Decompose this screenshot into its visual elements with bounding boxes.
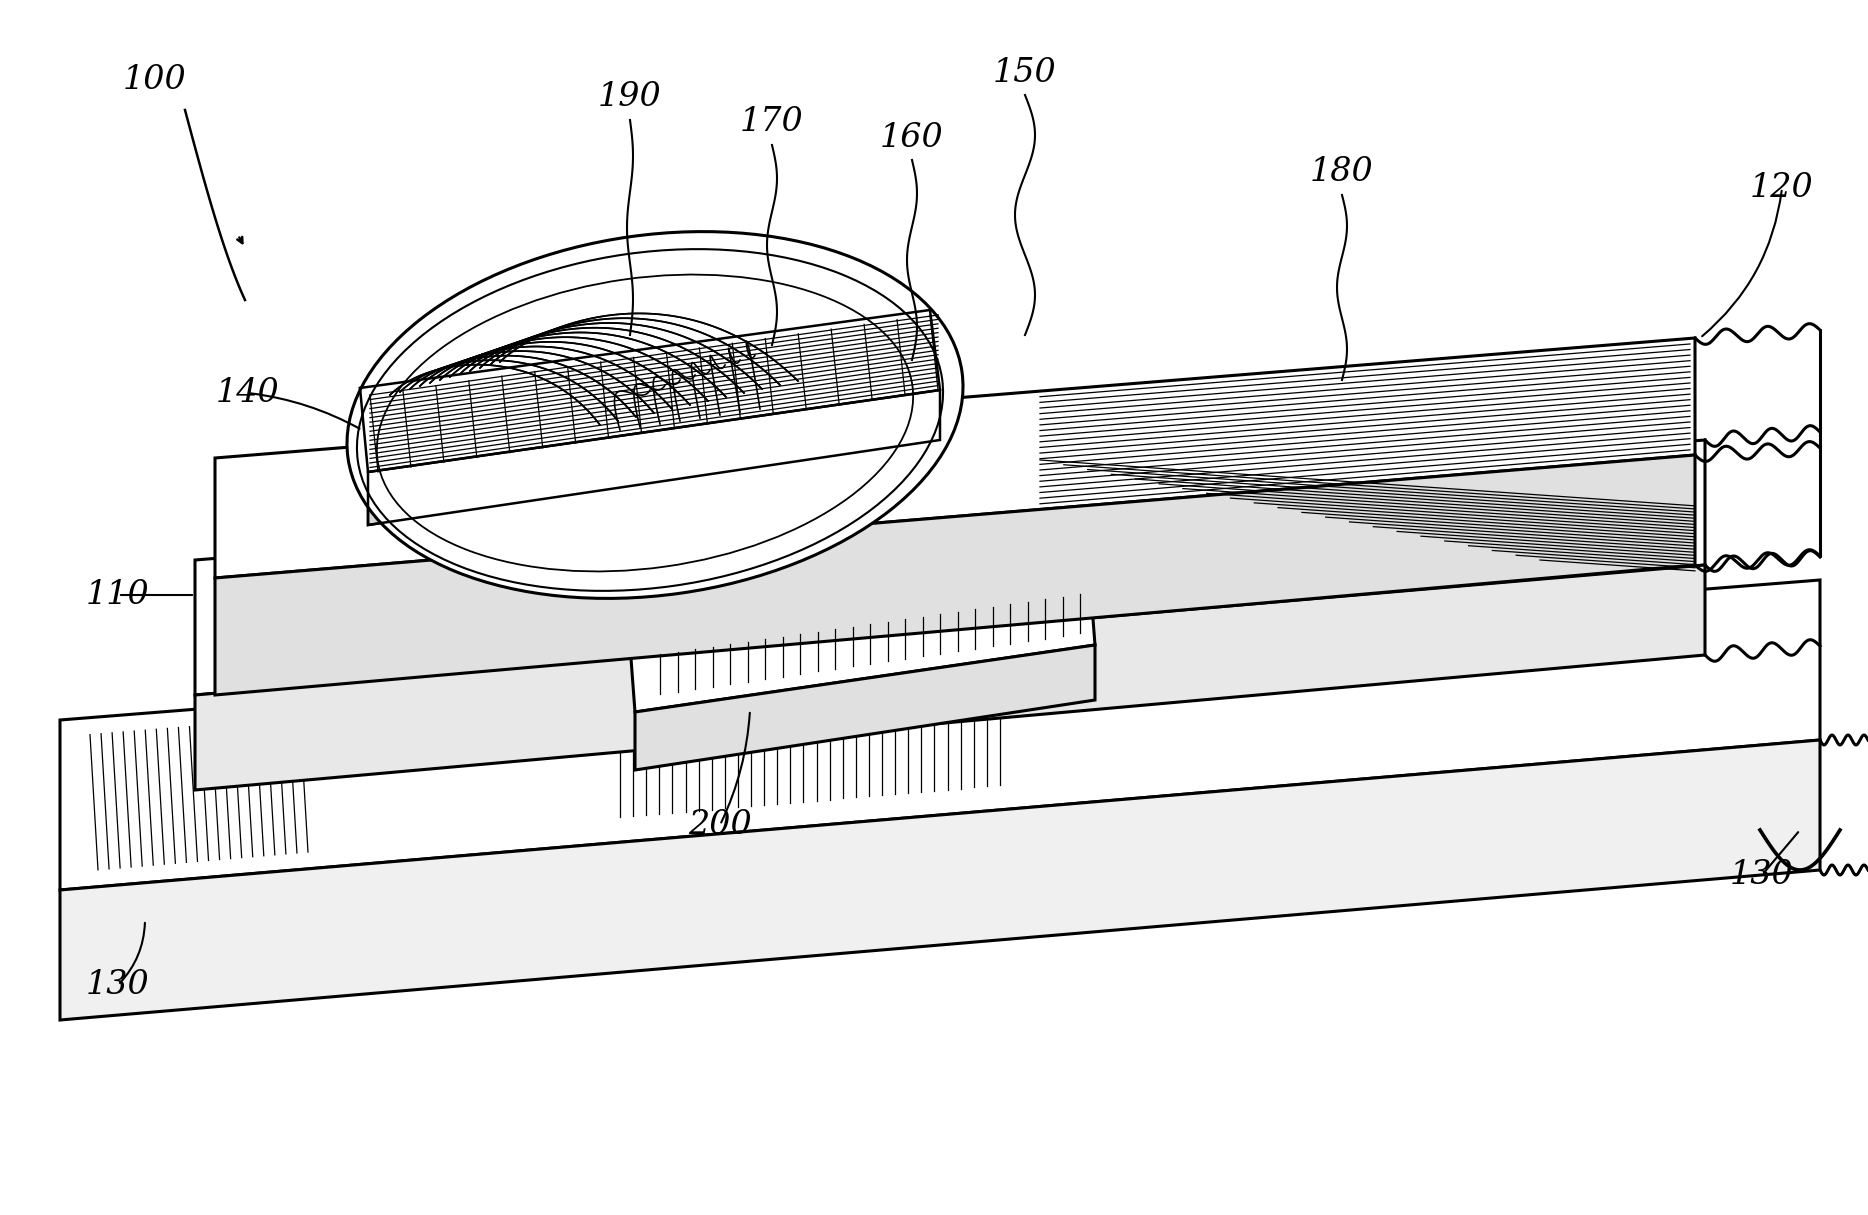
Ellipse shape xyxy=(347,232,964,599)
Polygon shape xyxy=(215,338,1694,578)
Polygon shape xyxy=(215,454,1694,695)
Text: 190: 190 xyxy=(598,81,661,113)
Text: 200: 200 xyxy=(687,809,753,841)
Polygon shape xyxy=(635,645,1095,770)
Text: 180: 180 xyxy=(1309,156,1373,188)
Text: 150: 150 xyxy=(994,57,1057,89)
Polygon shape xyxy=(60,580,1819,891)
Text: 140: 140 xyxy=(217,377,280,409)
Text: 100: 100 xyxy=(123,64,187,96)
Text: 160: 160 xyxy=(880,122,943,154)
Polygon shape xyxy=(194,565,1705,790)
Text: 120: 120 xyxy=(1750,173,1814,204)
Polygon shape xyxy=(630,580,1095,712)
Polygon shape xyxy=(60,740,1819,1021)
Text: 110: 110 xyxy=(86,580,149,611)
Polygon shape xyxy=(368,390,940,525)
Text: 130: 130 xyxy=(1730,859,1793,891)
Polygon shape xyxy=(194,440,1705,695)
Text: 170: 170 xyxy=(740,106,803,139)
Polygon shape xyxy=(361,310,940,471)
Text: 130: 130 xyxy=(86,970,149,1001)
